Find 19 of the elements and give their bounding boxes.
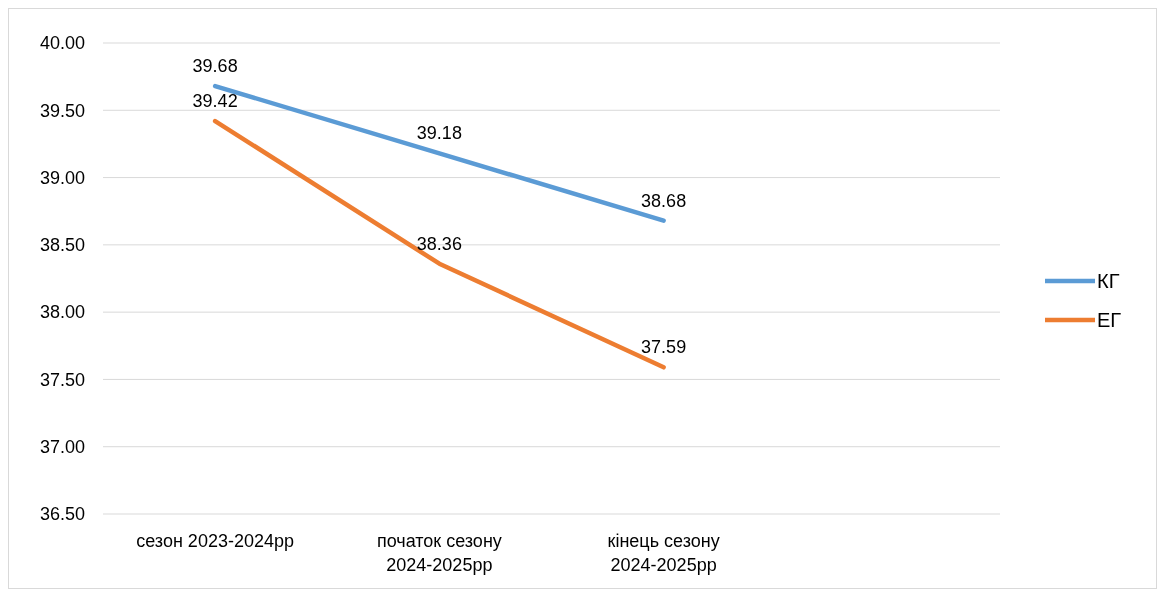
data-label: 38.36	[416, 233, 462, 254]
data-label: 39.18	[416, 123, 462, 144]
data-label: 39.68	[192, 56, 238, 77]
data-label: 39.42	[192, 91, 238, 112]
y-tick-label: 37.00	[39, 437, 85, 458]
legend-label: ЕГ	[1097, 309, 1122, 331]
y-tick-label: 39.00	[39, 167, 85, 188]
y-tick-label: 36.50	[39, 504, 85, 525]
y-tick-label: 40.00	[39, 33, 85, 54]
y-tick-label: 39.50	[39, 100, 85, 121]
y-tick-label: 37.50	[39, 369, 85, 390]
y-tick-label: 38.50	[39, 235, 85, 256]
x-tick-label: кінець сезону 2024-2025рр	[607, 531, 720, 575]
legend-label: КГ	[1097, 270, 1120, 292]
data-label: 37.59	[641, 337, 687, 358]
y-tick-label: 38.00	[39, 302, 85, 323]
x-tick-label: початок сезону 2024-2025рр	[376, 531, 502, 575]
x-tick-label: сезон 2023-2024рр	[136, 531, 294, 551]
data-label: 38.68	[641, 190, 687, 211]
